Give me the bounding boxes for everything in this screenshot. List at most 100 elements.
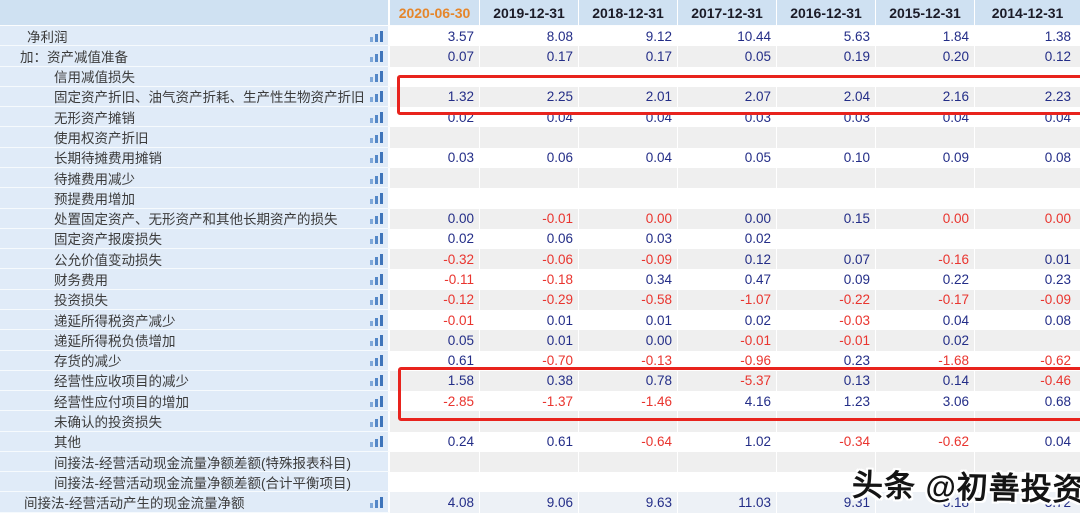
table-cell: -0.22 <box>776 289 875 310</box>
table-cell: 0.04 <box>875 309 974 331</box>
row-label: 其他 <box>54 435 81 451</box>
table-cell: -0.58 <box>578 289 677 310</box>
row-label: 递延所得税负债增加 <box>54 333 176 349</box>
bar-chart-icon[interactable] <box>370 172 384 184</box>
table-cell: -0.01 <box>776 330 875 351</box>
table-cell: 0.03 <box>390 147 479 168</box>
watermark: 头条 @初善投资 <box>851 467 1080 508</box>
table-cell: -0.09 <box>578 249 677 270</box>
table-row: 无形资产摊销 0.02 0.04 0.04 0.03 0.03 0.04 0.04 <box>0 107 1080 128</box>
table-cell: 2.25 <box>479 86 578 108</box>
table-cell <box>776 127 875 148</box>
row-label-cell: 经营性应收项目的减少 <box>0 370 390 392</box>
table-cell: 5.18 <box>875 492 974 513</box>
bar-chart-icon[interactable] <box>370 395 384 407</box>
bar-chart-icon[interactable] <box>370 30 384 42</box>
table-cell: 9.63 <box>578 492 677 513</box>
table-body: 净利润 3.57 8.08 9.12 10.44 5.63 1.84 1.38 加：资产减值准备… <box>0 26 1080 513</box>
table-cell <box>677 127 776 148</box>
row-label-cell: 固定资产折旧、油气资产折耗、生产性生物资产折旧 <box>0 86 390 108</box>
bar-chart-icon[interactable] <box>370 374 384 387</box>
table-cell: -0.17 <box>875 289 974 310</box>
table-cell <box>479 472 578 493</box>
bar-chart-icon[interactable] <box>370 496 384 509</box>
table-cell <box>974 188 1080 209</box>
bar-chart-icon[interactable] <box>370 151 384 164</box>
column-header[interactable]: 2016-12-31 <box>776 0 875 26</box>
table-cell: -1.68 <box>875 350 974 371</box>
table-cell <box>776 411 875 432</box>
table-cell: -0.70 <box>479 350 578 371</box>
table-header-row: 2020-06-30 2019-12-31 2018-12-31 2017-12-31… <box>0 0 1080 26</box>
bar-chart-icon[interactable] <box>370 273 384 286</box>
table-cell: 3.72 <box>974 492 1080 513</box>
table-cell: 0.09 <box>776 269 875 290</box>
table-cell: -5.37 <box>677 370 776 392</box>
table-cell <box>479 167 578 189</box>
bar-chart-icon[interactable] <box>370 192 384 204</box>
table-cell <box>974 472 1080 493</box>
bar-chart-icon[interactable] <box>370 415 384 427</box>
table-row: 预提费用增加 <box>0 188 1080 209</box>
table-cell: -0.34 <box>776 431 875 452</box>
bar-chart-icon[interactable] <box>370 354 384 367</box>
table-cell: -1.46 <box>578 391 677 412</box>
table-cell: 4.16 <box>677 391 776 412</box>
table-cell <box>578 451 677 473</box>
row-label-cell: 长期待摊费用摊销 <box>0 147 390 168</box>
table-cell: 0.24 <box>390 431 479 452</box>
table-row: 待摊费用减少 <box>0 167 1080 189</box>
bar-chart-icon[interactable] <box>370 111 384 123</box>
table-cell: 9.31 <box>776 492 875 513</box>
table-cell <box>974 451 1080 473</box>
column-header[interactable]: 2020-06-30 <box>390 0 479 26</box>
table-cell: 0.00 <box>390 208 479 229</box>
table-cell: 0.17 <box>578 46 677 67</box>
table-row: 财务费用 -0.11 -0.18 0.34 0.47 0.09 0.22 0.23 <box>0 269 1080 290</box>
table-cell: 0.47 <box>677 269 776 290</box>
row-label: 使用权资产折旧 <box>54 131 149 147</box>
bar-chart-icon[interactable] <box>370 90 384 103</box>
table-cell: 0.38 <box>479 370 578 392</box>
table-cell: 0.08 <box>974 309 1080 331</box>
bar-chart-icon[interactable] <box>370 232 384 245</box>
table-cell <box>578 66 677 87</box>
table-cell <box>776 188 875 209</box>
table-cell: -0.01 <box>677 330 776 351</box>
table-cell: 0.23 <box>974 269 1080 290</box>
row-label-cell: 公允价值变动损失 <box>0 249 390 270</box>
table-cell <box>479 127 578 148</box>
table-cell: -0.03 <box>776 309 875 331</box>
column-header[interactable]: 2018-12-31 <box>578 0 677 26</box>
column-header[interactable]: 2017-12-31 <box>677 0 776 26</box>
table-cell <box>974 127 1080 148</box>
bar-chart-icon[interactable] <box>370 435 384 448</box>
column-header[interactable]: 2014-12-31 <box>974 0 1080 26</box>
table-cell: 0.01 <box>578 309 677 331</box>
table-cell <box>875 411 974 432</box>
table-cell: 0.03 <box>578 228 677 250</box>
bar-chart-icon[interactable] <box>370 131 384 144</box>
bar-chart-icon[interactable] <box>370 50 384 62</box>
table-cell: 5.63 <box>776 26 875 47</box>
table-cell: 0.04 <box>974 431 1080 452</box>
table-cell: 1.32 <box>390 86 479 108</box>
table-cell <box>390 188 479 209</box>
table-cell: 0.02 <box>677 228 776 250</box>
column-header[interactable]: 2019-12-31 <box>479 0 578 26</box>
bar-chart-icon[interactable] <box>370 253 384 265</box>
table-cell: 0.14 <box>875 370 974 392</box>
table-cell <box>776 167 875 189</box>
bar-chart-icon[interactable] <box>370 70 384 83</box>
column-header[interactable]: 2015-12-31 <box>875 0 974 26</box>
table-cell <box>776 472 875 493</box>
bar-chart-icon[interactable] <box>370 212 384 225</box>
row-label-cell: 信用减值损失 <box>0 66 390 87</box>
bar-chart-icon[interactable] <box>370 293 384 306</box>
bar-chart-icon[interactable] <box>370 334 384 346</box>
table-cell: -0.64 <box>578 431 677 452</box>
bar-chart-icon[interactable] <box>370 314 384 326</box>
table-cell: 0.08 <box>974 147 1080 168</box>
table-row: 递延所得税资产减少 -0.01 0.01 0.01 0.02 -0.03 0.04 0.08 <box>0 309 1080 331</box>
table-cell: 0.06 <box>479 147 578 168</box>
